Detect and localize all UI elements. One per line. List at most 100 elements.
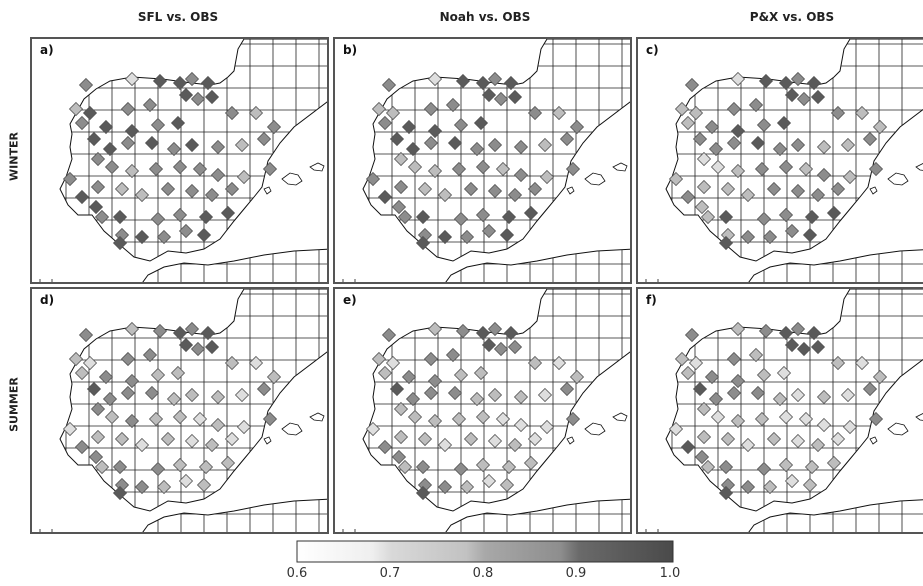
station-marker (754, 161, 770, 177)
station-marker (778, 75, 794, 91)
station-marker (537, 387, 553, 403)
station-marker (784, 87, 800, 103)
station-marker (527, 181, 543, 197)
station-marker (840, 137, 856, 153)
station-marker (377, 115, 393, 131)
iberia-coast (59, 289, 327, 512)
station-marker (463, 431, 479, 447)
station-marker (224, 181, 240, 197)
station-marker (688, 355, 704, 371)
balearic-island (887, 422, 909, 436)
station-marker (150, 461, 166, 477)
station-marker (740, 437, 756, 453)
station-marker (393, 179, 409, 195)
station-marker (854, 355, 870, 371)
station-marker (112, 235, 128, 251)
station-marker (447, 385, 463, 401)
station-marker (423, 351, 439, 367)
station-marker (445, 347, 461, 363)
station-marker (493, 341, 509, 357)
station-marker (266, 369, 282, 385)
station-marker (680, 439, 696, 455)
station-marker (499, 227, 515, 243)
station-marker (204, 187, 220, 203)
station-marker (150, 117, 166, 133)
station-marker (427, 163, 443, 179)
station-marker (152, 73, 168, 89)
station-marker (160, 431, 176, 447)
station-marker (700, 209, 716, 225)
station-marker (112, 459, 128, 475)
station-marker (134, 437, 150, 453)
station-marker (178, 223, 194, 239)
station-marker (784, 337, 800, 353)
station-marker (86, 131, 102, 147)
station-marker (872, 119, 888, 135)
station-marker (487, 137, 503, 153)
map-panel-px-summer: f) (636, 287, 923, 534)
station-marker (730, 321, 746, 337)
station-marker (190, 341, 206, 357)
station-marker (674, 351, 690, 367)
station-marker (210, 389, 226, 405)
station-marker (184, 321, 200, 337)
station-marker (513, 139, 529, 155)
station-marker (184, 183, 200, 199)
station-marker (766, 431, 782, 447)
station-marker (204, 339, 220, 355)
map-svg (39, 39, 327, 282)
station-marker (730, 71, 746, 87)
station-marker (90, 401, 106, 417)
station-marker (262, 161, 278, 177)
station-marker (806, 75, 822, 91)
station-marker (385, 105, 401, 121)
station-marker (527, 355, 543, 371)
station-marker (256, 381, 272, 397)
station-marker (463, 181, 479, 197)
station-marker (393, 151, 409, 167)
balearic-island (915, 163, 923, 171)
station-marker (385, 355, 401, 371)
station-marker (437, 437, 453, 453)
station-marker (453, 117, 469, 133)
station-marker (778, 325, 794, 341)
station-marker (82, 355, 98, 371)
station-marker (758, 323, 774, 339)
station-marker (802, 477, 818, 493)
station-marker (481, 223, 497, 239)
station-marker (778, 207, 794, 223)
panel-label: a) (38, 43, 56, 58)
station-marker (499, 477, 515, 493)
station-marker (427, 321, 443, 337)
station-marker (569, 119, 585, 135)
station-marker (148, 161, 164, 177)
station-marker (798, 161, 814, 177)
station-marker (507, 437, 523, 453)
station-marker (198, 209, 214, 225)
balearic-island (584, 422, 606, 436)
station-marker (804, 209, 820, 225)
station-marker (90, 429, 106, 445)
station-marker (810, 187, 826, 203)
colorbar-tick: 1.0 (659, 566, 681, 581)
station-marker (200, 325, 216, 341)
station-marker (184, 137, 200, 153)
balearic-island (281, 172, 303, 186)
station-marker (417, 181, 433, 197)
station-marker (166, 141, 182, 157)
station-marker (397, 459, 413, 475)
station-marker (124, 123, 140, 139)
balearic-island (915, 413, 923, 421)
station-marker (453, 461, 469, 477)
station-marker (455, 323, 471, 339)
colorbar-tick: 0.8 (472, 566, 494, 581)
station-marker (102, 391, 118, 407)
iberia-coast (665, 39, 923, 262)
station-marker (772, 391, 788, 407)
station-marker (569, 369, 585, 385)
station-marker (172, 75, 188, 91)
station-marker (680, 189, 696, 205)
station-marker (160, 181, 176, 197)
balearic-island (309, 412, 325, 422)
station-marker (551, 355, 567, 371)
